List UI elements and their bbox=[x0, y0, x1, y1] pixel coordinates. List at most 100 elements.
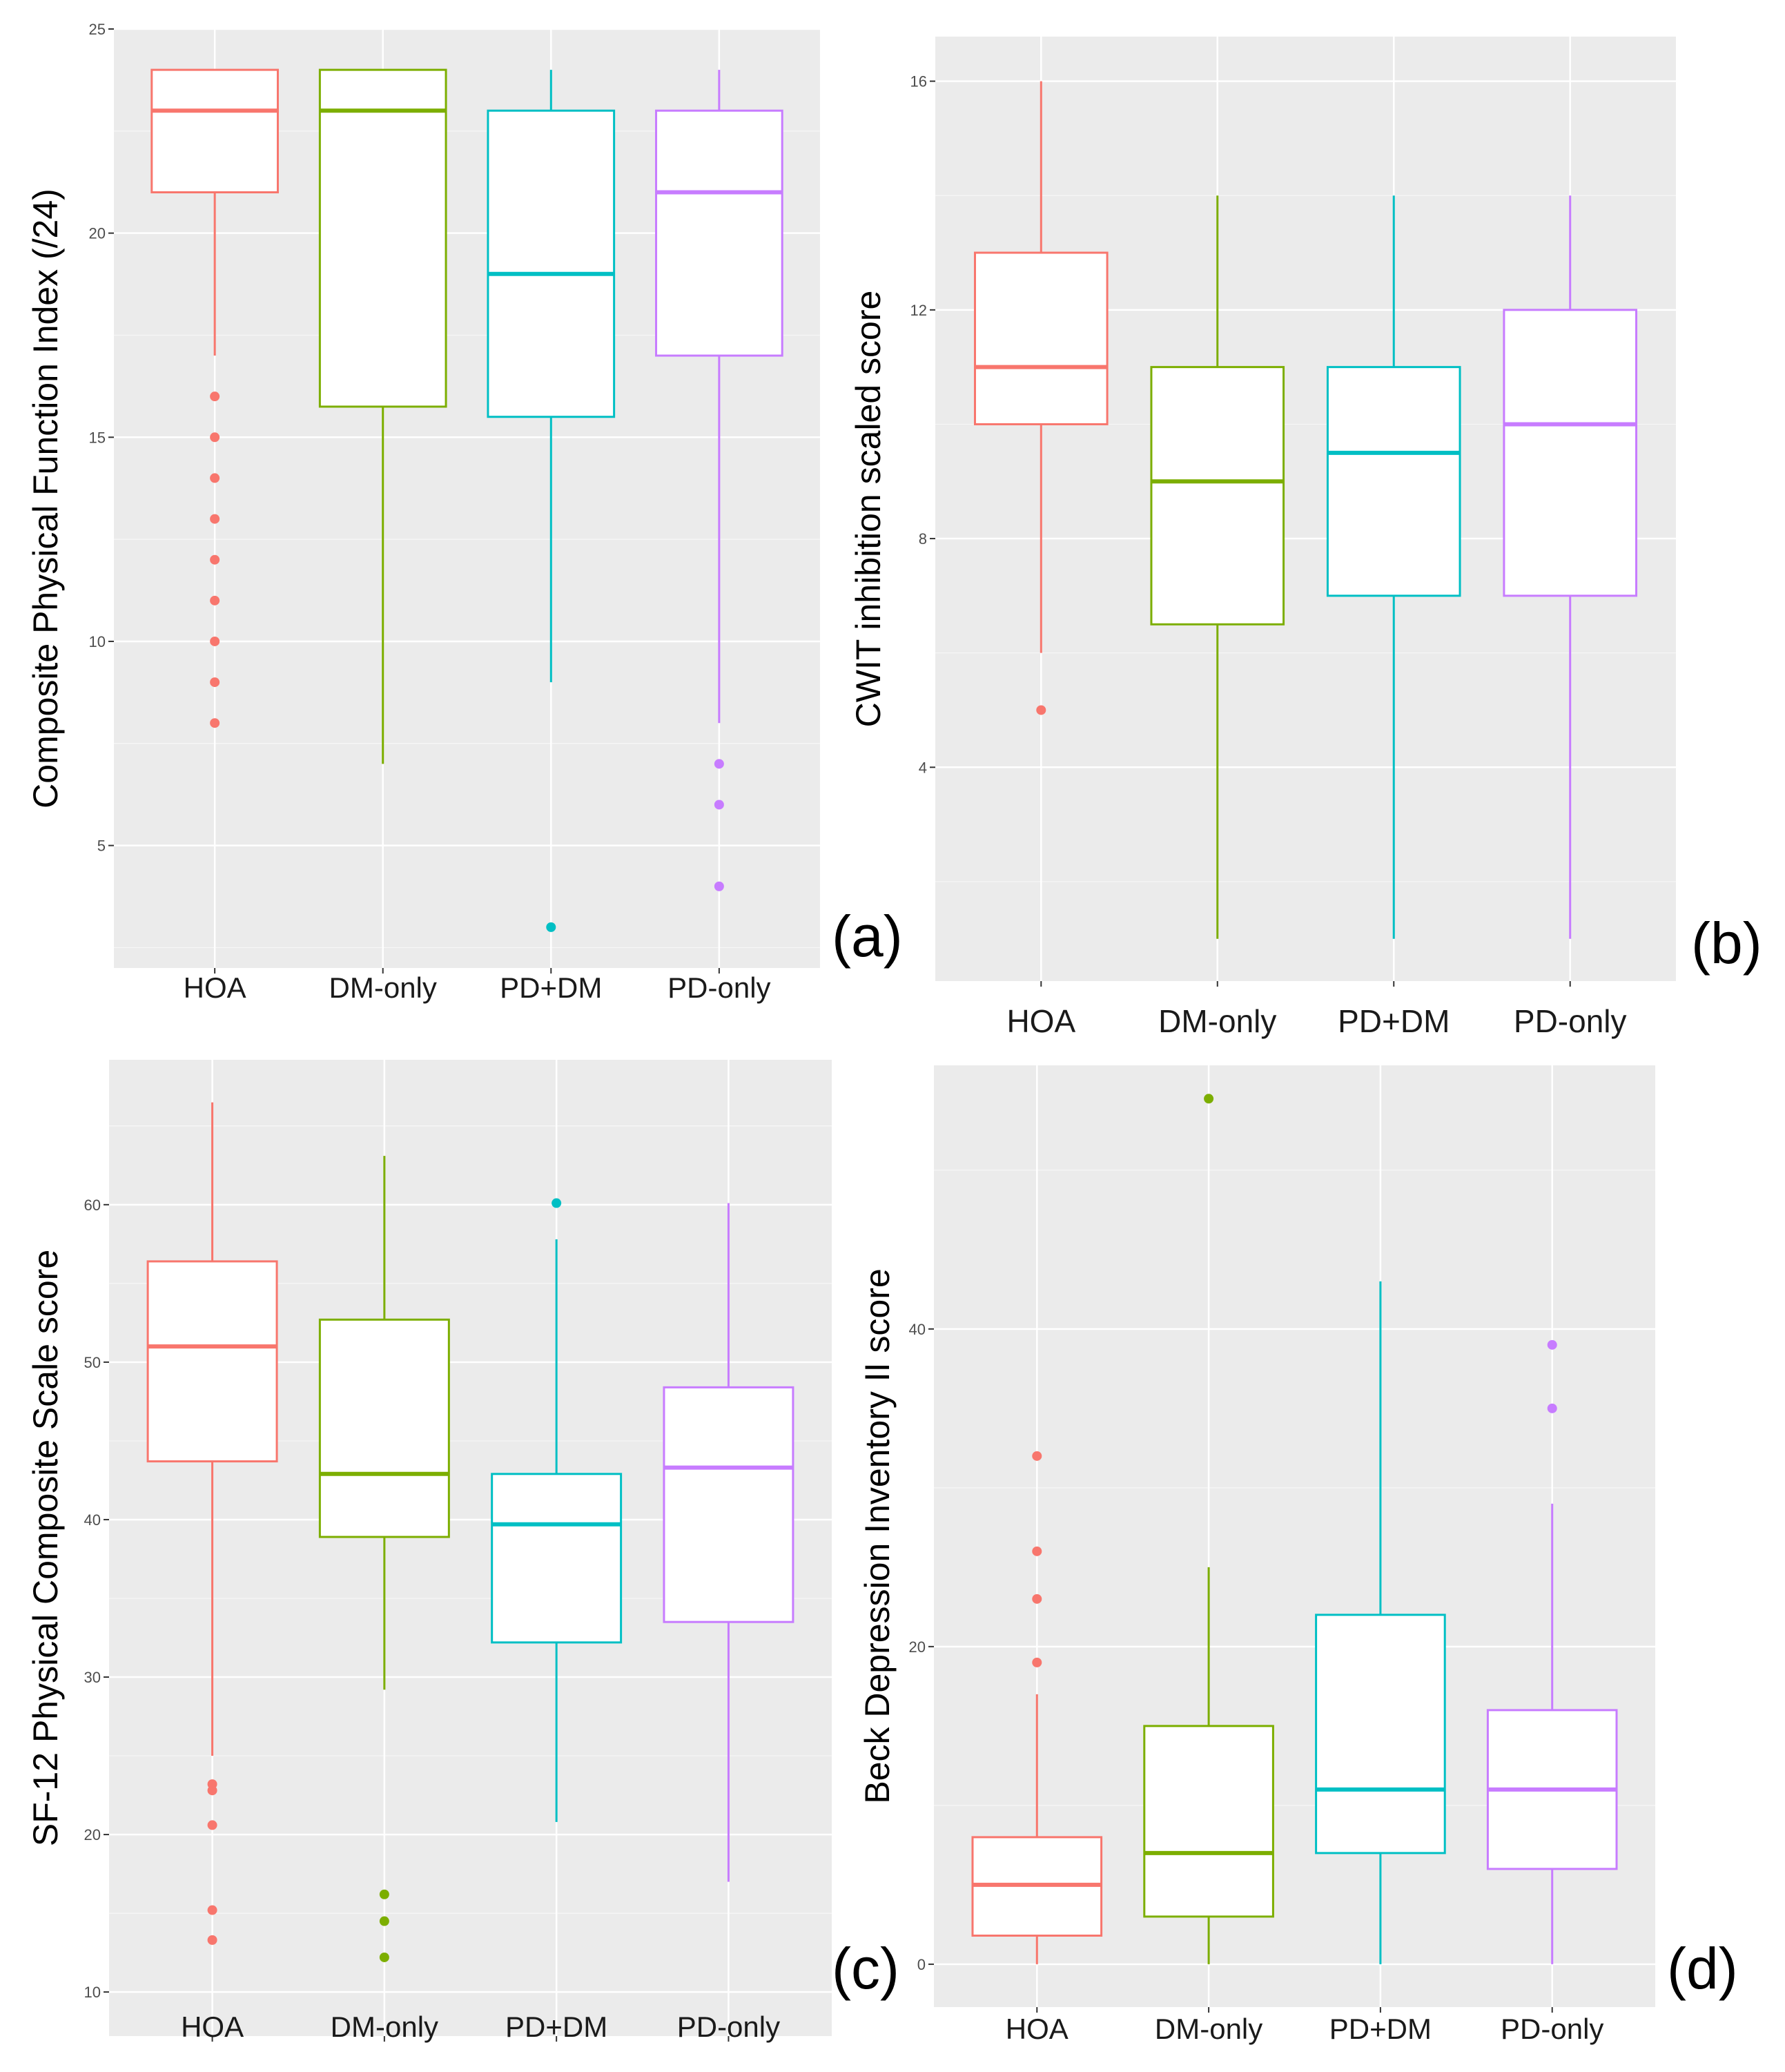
y-tick-label: 12 bbox=[910, 302, 927, 319]
box-dm-only bbox=[1143, 1094, 1274, 1964]
outlier-point bbox=[714, 759, 724, 769]
outlier-point bbox=[1204, 1094, 1214, 1104]
x-tick-label: PD-only bbox=[1514, 1003, 1627, 1039]
x-tick-label: DM-only bbox=[1155, 2013, 1262, 2045]
y-tick-label: 8 bbox=[919, 530, 927, 548]
box-pd-dm bbox=[487, 70, 616, 932]
iqr-box bbox=[146, 1260, 278, 1463]
outlier-point bbox=[210, 514, 220, 524]
box-dm-only bbox=[1150, 195, 1285, 939]
outlier-point bbox=[1547, 1403, 1557, 1413]
y-tick-label: 10 bbox=[89, 633, 106, 650]
y-axis-title: CWIT inhibition scaled score bbox=[849, 291, 888, 728]
y-tick-label: 16 bbox=[910, 73, 927, 90]
box-pd-dm bbox=[1326, 195, 1461, 939]
x-tick-label: PD-only bbox=[667, 971, 770, 1004]
outlier-point bbox=[210, 636, 220, 646]
panel-a: 5 10 15 20 25 HOA DM-only PD+DM PD-only Composite… bbox=[26, 21, 902, 1004]
x-tick-label: HOA bbox=[1006, 1003, 1075, 1039]
box-hoa bbox=[150, 68, 279, 728]
iqr-box bbox=[973, 251, 1109, 425]
x-tick-label: DM-only bbox=[1158, 1003, 1276, 1039]
outlier-point bbox=[207, 1785, 217, 1796]
iqr-box bbox=[655, 109, 783, 357]
panel-b: 4 8 12 16 HOA DM-only PD+DM PD-only CWIT inhibit… bbox=[849, 37, 1762, 1039]
y-axis-title: Beck Depression Inventory II score bbox=[858, 1268, 897, 1803]
outlier-point bbox=[546, 922, 556, 932]
box-hoa bbox=[973, 81, 1109, 715]
iqr-box bbox=[663, 1386, 794, 1623]
outlier-point bbox=[1036, 705, 1046, 715]
x-tick-label: DM-only bbox=[331, 2011, 438, 2043]
y-axis-title: Composite Physical Function Index (/24) bbox=[26, 188, 65, 809]
outlier-point bbox=[207, 1905, 217, 1915]
y-tick-label: 20 bbox=[84, 1826, 101, 1843]
panel-label: (b) bbox=[1691, 911, 1762, 976]
y-tick-label: 0 bbox=[917, 1956, 926, 1973]
box-dm-only bbox=[318, 68, 447, 764]
outlier-point bbox=[379, 1952, 389, 1962]
outlier-point bbox=[1032, 1451, 1042, 1461]
box-pd-dm bbox=[491, 1198, 623, 1822]
x-tick-label: HOA bbox=[181, 2011, 244, 2043]
outlier-point bbox=[210, 391, 220, 402]
iqr-box bbox=[1503, 309, 1638, 597]
box-pd-only bbox=[1503, 195, 1638, 939]
outlier-point bbox=[207, 1935, 217, 1945]
x-tick-label: PD-only bbox=[677, 2011, 780, 2043]
box-pd-only bbox=[1486, 1339, 1618, 1964]
box-pd-only bbox=[663, 1203, 794, 1882]
y-tick-label: 4 bbox=[919, 759, 927, 776]
y-tick-label: 5 bbox=[97, 837, 106, 855]
x-tick-label: PD+DM bbox=[1329, 2013, 1432, 2045]
y-tick-label: 60 bbox=[84, 1197, 101, 1214]
iqr-box bbox=[318, 1318, 450, 1538]
x-tick-label: PD-only bbox=[1501, 2013, 1603, 2045]
y-tick-label: 40 bbox=[909, 1321, 926, 1338]
panel-label: (d) bbox=[1667, 1936, 1738, 2001]
x-tick-label: PD+DM bbox=[505, 2011, 607, 2043]
outlier-point bbox=[714, 881, 724, 891]
iqr-box bbox=[1150, 366, 1285, 626]
box-dm-only bbox=[318, 1156, 450, 1962]
outlier-point bbox=[210, 432, 220, 443]
outlier-point bbox=[207, 1820, 217, 1830]
y-tick-label: 50 bbox=[84, 1354, 101, 1371]
x-tick-label: DM-only bbox=[329, 971, 437, 1004]
outlier-point bbox=[1547, 1339, 1557, 1350]
y-tick-label: 40 bbox=[84, 1511, 101, 1529]
y-tick-label: 20 bbox=[89, 225, 106, 242]
box-pd-only bbox=[655, 70, 783, 891]
outlier-point bbox=[1032, 1657, 1042, 1667]
box-hoa bbox=[146, 1102, 278, 1945]
x-tick-label: PD+DM bbox=[500, 971, 602, 1004]
x-tick-label: PD+DM bbox=[1338, 1003, 1450, 1039]
outlier-point bbox=[210, 473, 220, 483]
x-tick-label: HOA bbox=[1006, 2013, 1069, 2045]
outlier-point bbox=[552, 1198, 562, 1208]
panel-label: (c) bbox=[832, 1936, 899, 2001]
x-tick-label: HOA bbox=[184, 971, 246, 1004]
box-pd-dm bbox=[1315, 1281, 1446, 1964]
panel-c: 10 20 30 40 50 60 HOA DM-only PD+DM PD-only SF-12 … bbox=[26, 1060, 899, 2043]
y-tick-label: 10 bbox=[84, 1984, 101, 2001]
iqr-box bbox=[318, 68, 447, 408]
y-tick-label: 20 bbox=[909, 1638, 926, 1656]
box-hoa bbox=[971, 1451, 1103, 1964]
panel-label: (a) bbox=[832, 904, 903, 969]
outlier-point bbox=[379, 1916, 389, 1926]
outlier-point bbox=[714, 800, 724, 810]
iqr-box bbox=[150, 68, 279, 194]
iqr-box bbox=[491, 1473, 623, 1644]
outlier-point bbox=[210, 595, 220, 606]
outlier-point bbox=[210, 554, 220, 565]
y-axis-title: SF-12 Physical Composite Scale score bbox=[26, 1250, 65, 1846]
y-tick-label: 15 bbox=[89, 429, 106, 446]
y-tick-label: 25 bbox=[89, 21, 106, 38]
outlier-point bbox=[1032, 1546, 1042, 1556]
y-tick-label: 30 bbox=[84, 1669, 101, 1686]
iqr-box bbox=[487, 109, 616, 418]
outlier-point bbox=[210, 677, 220, 688]
